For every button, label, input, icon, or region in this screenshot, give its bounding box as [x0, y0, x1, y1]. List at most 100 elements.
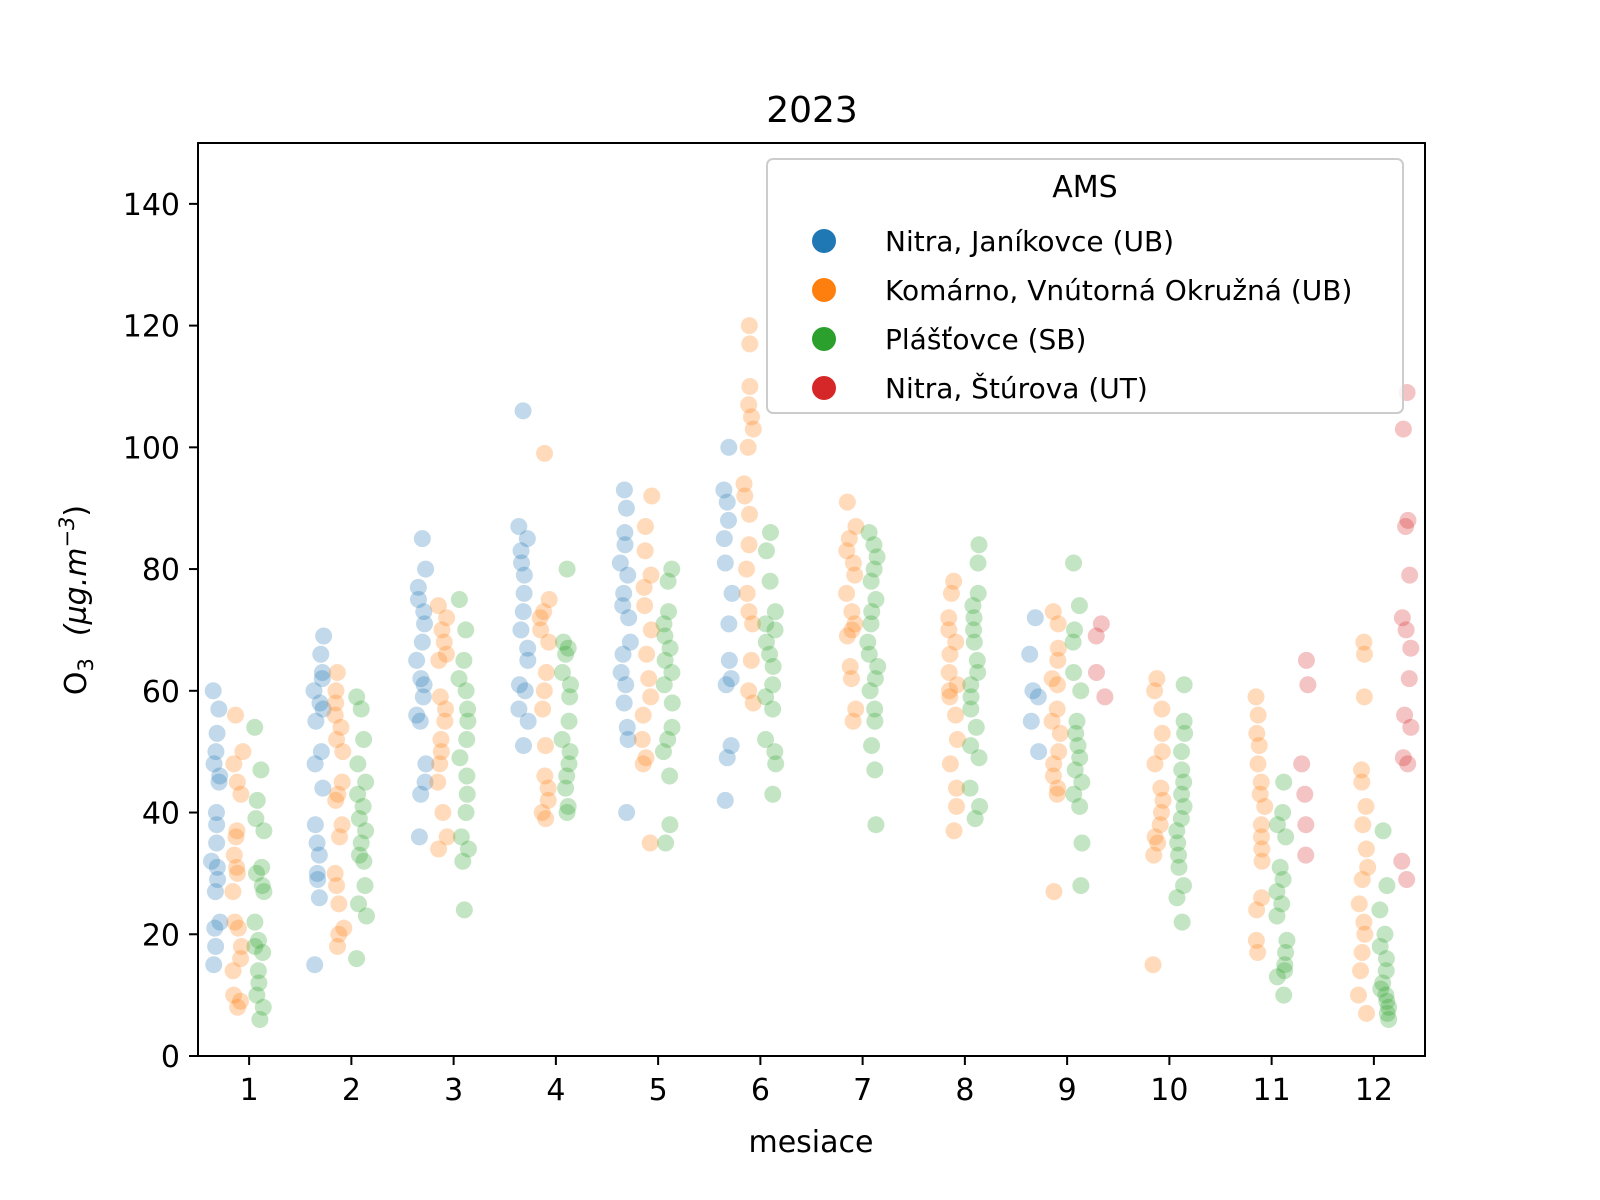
data-point [248, 986, 266, 1004]
data-point [225, 986, 243, 1004]
data-point [843, 603, 861, 621]
data-point [663, 664, 681, 682]
data-point [615, 584, 633, 602]
data-point [1065, 785, 1083, 803]
data-point [408, 706, 426, 724]
y-tick-label: 40 [142, 797, 180, 832]
data-point [614, 597, 632, 615]
data-point [1064, 633, 1082, 651]
data-point [313, 664, 331, 682]
data-point [1146, 828, 1164, 846]
data-point [867, 591, 885, 608]
legend: AMS Nitra, Janíkovce (UB) Komárno, Vnútor… [766, 158, 1404, 414]
data-point [413, 530, 431, 548]
data-point [313, 670, 331, 688]
data-point [843, 621, 861, 639]
x-tick-label: 5 [649, 1073, 668, 1108]
data-point [1378, 877, 1396, 895]
data-point [350, 846, 368, 864]
data-point [859, 633, 877, 651]
data-point [1071, 749, 1089, 767]
data-point [408, 651, 426, 669]
data-point [656, 651, 674, 669]
data-point [327, 791, 345, 809]
data-point [208, 816, 226, 834]
data-point [312, 743, 330, 761]
data-point [1297, 846, 1315, 864]
data-point [1353, 773, 1371, 791]
data-point [1146, 755, 1164, 773]
data-point [255, 883, 273, 901]
data-point [616, 536, 634, 554]
data-point [719, 511, 737, 529]
data-point [1273, 895, 1291, 913]
data-point [1048, 676, 1066, 694]
data-point [766, 621, 784, 639]
data-point [535, 682, 553, 700]
data-point [970, 536, 988, 554]
data-point [962, 737, 980, 755]
y-axis-title-unit-close: ) [59, 505, 94, 517]
data-point [333, 816, 351, 834]
data-point [335, 919, 353, 937]
data-point [513, 554, 531, 572]
data-point [940, 609, 958, 627]
data-point [1065, 554, 1083, 572]
data-point [1030, 743, 1048, 761]
data-point [1050, 743, 1068, 761]
data-point [1044, 603, 1062, 621]
data-point [969, 664, 987, 682]
data-point [1049, 779, 1067, 797]
data-point [251, 1010, 269, 1028]
data-point [558, 804, 576, 822]
data-point [1399, 755, 1417, 773]
data-point [1349, 986, 1367, 1004]
data-point [1268, 883, 1286, 901]
data-point [1358, 1004, 1376, 1022]
x-tick-label: 6 [751, 1073, 770, 1108]
data-point [654, 743, 672, 761]
data-point [306, 816, 324, 834]
data-point [1378, 992, 1396, 1010]
data-point [557, 779, 575, 797]
data-point [1252, 828, 1270, 846]
data-point [253, 858, 271, 876]
data-point [940, 682, 958, 700]
data-point [458, 767, 476, 785]
data-point [1069, 737, 1087, 755]
data-point [352, 700, 370, 718]
data-point [720, 615, 738, 633]
data-point [1393, 609, 1411, 627]
data-point [433, 621, 451, 639]
data-point [1146, 682, 1164, 700]
data-point [642, 688, 660, 706]
data-point [227, 828, 245, 846]
data-point [838, 584, 856, 602]
data-point [232, 785, 250, 803]
data-point [355, 852, 373, 870]
data-point [838, 493, 856, 511]
data-point [1175, 712, 1193, 730]
data-point [1249, 944, 1267, 962]
data-point [641, 834, 659, 852]
data-point [348, 688, 366, 706]
data-point [1275, 986, 1293, 1004]
data-point [611, 554, 629, 572]
data-point [659, 572, 677, 590]
data-point [1049, 615, 1067, 633]
data-point [558, 767, 576, 785]
data-point [636, 517, 654, 535]
y-axis-title-symbol: O [59, 672, 94, 696]
data-point [869, 657, 887, 675]
data-point [1251, 785, 1269, 803]
data-point [761, 524, 779, 542]
data-point [1173, 913, 1191, 931]
data-point [1070, 597, 1088, 615]
data-point [740, 505, 758, 523]
data-point [560, 712, 578, 730]
plot-frame [197, 142, 1426, 1057]
data-point [531, 609, 549, 627]
data-point [417, 560, 435, 578]
data-point [615, 694, 633, 712]
data-point [1151, 816, 1169, 834]
